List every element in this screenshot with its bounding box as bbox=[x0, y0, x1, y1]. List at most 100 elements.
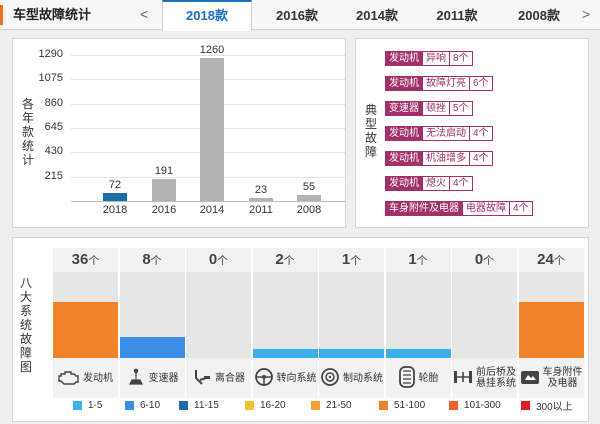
issue-count: 8个 bbox=[450, 51, 473, 66]
tire-icon bbox=[398, 365, 416, 391]
legend-item: 51-100 bbox=[379, 398, 425, 412]
legend-swatch bbox=[125, 400, 134, 410]
system-footer[interactable]: 发动机 bbox=[53, 358, 118, 398]
issue-item[interactable]: 车身附件及电器 电器故障 4个 bbox=[385, 201, 533, 216]
issue-name: 机油增多 bbox=[423, 151, 470, 166]
issue-name: 无法启动 bbox=[423, 126, 470, 141]
bar-2018[interactable] bbox=[103, 192, 127, 201]
issue-system-badge: 发动机 bbox=[385, 51, 423, 66]
system-count: 0个 bbox=[452, 248, 517, 272]
system-level-fill bbox=[319, 348, 384, 358]
system-level-bar bbox=[252, 272, 318, 358]
legend-swatch bbox=[449, 400, 458, 410]
issue-name: 电器故障 bbox=[463, 201, 510, 216]
tab-2018[interactable]: 2018款 bbox=[162, 0, 252, 31]
system-level-bar bbox=[385, 272, 451, 358]
yearly-bar-chart: 1290 1075 860 645 430 215 72 2018 191 2016 1260 201… bbox=[23, 39, 345, 227]
system-name: 发动机 bbox=[83, 372, 113, 384]
y-tick-label: 860 bbox=[44, 96, 63, 109]
y-tick-label: 1075 bbox=[38, 72, 63, 85]
system-footer[interactable]: 离合器 bbox=[186, 358, 251, 398]
system-footer[interactable]: 前后桥及 悬挂系统 bbox=[452, 358, 517, 398]
system-count: 8个 bbox=[119, 248, 185, 272]
legend-swatch bbox=[245, 400, 254, 410]
system-column: 2个转向系统 bbox=[252, 248, 318, 398]
gridline bbox=[71, 55, 345, 56]
next-arrow-icon[interactable]: > bbox=[582, 6, 591, 22]
system-level-fill bbox=[518, 302, 584, 358]
system-level-bar bbox=[119, 272, 185, 358]
system-footer[interactable]: 变速器 bbox=[119, 358, 185, 398]
issue-system-badge: 发动机 bbox=[385, 176, 423, 191]
issue-count: 4个 bbox=[470, 126, 493, 141]
typical-issues-label: 典型故障 bbox=[364, 103, 377, 159]
tab-2011[interactable]: 2011款 bbox=[436, 8, 478, 23]
system-column: 8个变速器 bbox=[119, 248, 185, 398]
system-footer[interactable]: 车身附件 及电器 bbox=[518, 358, 584, 398]
x-tick-label: 2016 bbox=[151, 204, 177, 216]
engine-icon bbox=[58, 369, 80, 388]
legend-label: 21-50 bbox=[326, 399, 352, 411]
issue-system-badge: 发动机 bbox=[385, 126, 423, 141]
system-count: 2个 bbox=[252, 248, 318, 272]
system-footer[interactable]: 制动系统 bbox=[319, 358, 384, 398]
yearly-axis-label: 各年款统计 bbox=[21, 97, 34, 167]
system-level-bar bbox=[518, 272, 584, 358]
system-count: 36个 bbox=[53, 248, 118, 272]
issue-name: 异响 bbox=[423, 51, 450, 66]
legend-label: 300以上 bbox=[536, 401, 573, 413]
legend-swatch bbox=[311, 400, 320, 410]
bar-value-label: 191 bbox=[154, 165, 174, 178]
system-footer[interactable]: 轮胎 bbox=[385, 358, 451, 398]
tab-2008[interactable]: 2008款 bbox=[518, 8, 560, 23]
bar-2016[interactable] bbox=[152, 179, 176, 201]
issue-item[interactable]: 变速器 顿挫 5个 bbox=[385, 101, 473, 116]
gearshift-icon bbox=[126, 368, 146, 389]
legend-item: 16-20 bbox=[245, 398, 286, 412]
bar-2011[interactable] bbox=[249, 198, 273, 201]
system-name: 轮胎 bbox=[418, 372, 439, 384]
issue-item[interactable]: 发动机 机油增多 4个 bbox=[385, 151, 493, 166]
legend-label: 51-100 bbox=[394, 399, 426, 411]
systems-fault-panel: 八大系统故障图 36个 发动机 8个 变速器 0个 离合器 2个 转向系统 1个 制动系统 1个 轮胎… bbox=[12, 237, 589, 422]
issue-count: 6个 bbox=[470, 76, 493, 91]
system-column: 0个前后桥及 悬挂系统 bbox=[452, 248, 517, 398]
x-axis-line bbox=[71, 201, 345, 202]
clutch-pedal-icon bbox=[192, 368, 212, 389]
prev-arrow-icon[interactable]: < bbox=[140, 6, 149, 22]
issue-count: 4个 bbox=[510, 201, 533, 216]
issue-count: 4个 bbox=[470, 151, 493, 166]
system-count: 24个 bbox=[518, 248, 584, 272]
issue-system-badge: 变速器 bbox=[385, 101, 423, 116]
issue-item[interactable]: 发动机 故障灯亮 6个 bbox=[385, 76, 493, 91]
issue-name: 顿挫 bbox=[423, 101, 450, 116]
bar-2014[interactable] bbox=[200, 58, 224, 201]
system-footer[interactable]: 转向系统 bbox=[252, 358, 318, 398]
system-column: 1个制动系统 bbox=[319, 248, 384, 398]
legend-item: 101-300 bbox=[449, 398, 501, 412]
legend-swatch bbox=[179, 400, 188, 410]
system-name: 变速器 bbox=[148, 372, 179, 384]
legend-swatch bbox=[73, 400, 82, 410]
axle-icon bbox=[453, 368, 473, 389]
bar-value-label: 1260 bbox=[199, 44, 225, 57]
system-name: 前后桥及 悬挂系统 bbox=[476, 367, 516, 389]
system-level-bar bbox=[452, 272, 517, 358]
system-name: 转向系统 bbox=[276, 372, 317, 384]
issue-system-badge: 发动机 bbox=[385, 151, 423, 166]
system-count: 1个 bbox=[319, 248, 384, 272]
tab-2016[interactable]: 2016款 bbox=[276, 8, 318, 23]
typical-issues-panel: 典型故障 发动机 异响 8个 发动机 故障灯亮 6个 变速器 顿挫 5个 发动机 无法启动 4个 发动机… bbox=[355, 38, 589, 228]
system-column: 1个 轮胎 bbox=[385, 248, 451, 398]
issue-count: 5个 bbox=[450, 101, 473, 116]
system-level-bar bbox=[319, 272, 384, 358]
issue-item[interactable]: 发动机 无法启动 4个 bbox=[385, 126, 493, 141]
system-name: 车身附件 及电器 bbox=[542, 367, 583, 389]
bar-2008[interactable] bbox=[297, 194, 321, 201]
tab-2014[interactable]: 2014款 bbox=[356, 8, 398, 23]
issue-item[interactable]: 发动机 异响 8个 bbox=[385, 51, 473, 66]
x-tick-label: 2018 bbox=[102, 204, 128, 216]
systems-fault-label: 八大系统故障图 bbox=[19, 276, 32, 374]
bar-value-label: 55 bbox=[302, 180, 316, 193]
issue-item[interactable]: 发动机 熄火 4个 bbox=[385, 176, 473, 191]
